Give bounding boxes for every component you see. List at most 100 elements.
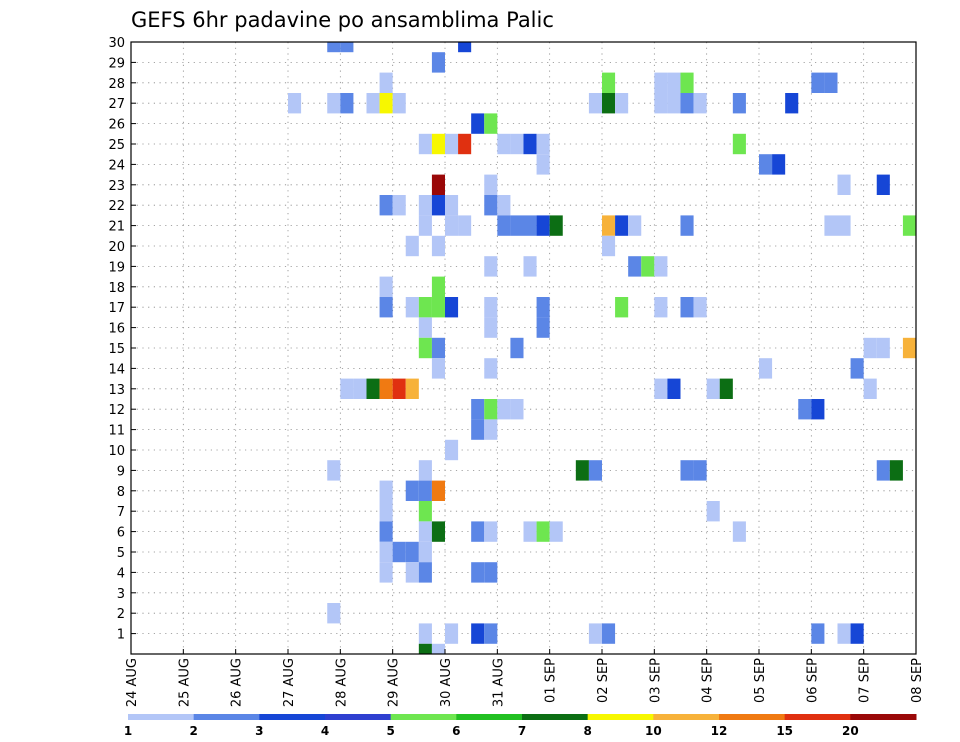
heatmap-cell: [602, 215, 616, 236]
heatmap-cell: [667, 93, 681, 114]
colorbar-segment: [325, 714, 392, 720]
y-tick-label: 24: [108, 158, 125, 173]
x-tick-label: 08 SEP: [910, 658, 925, 703]
y-tick-label: 29: [108, 56, 125, 71]
heatmap-cell: [484, 419, 498, 440]
y-tick-label: 17: [108, 301, 125, 316]
heatmap-cell: [418, 297, 432, 318]
heatmap-cell: [471, 419, 485, 440]
heatmap-cell: [445, 215, 459, 236]
heatmap-cell: [431, 133, 445, 155]
y-tick-label: 9: [117, 464, 125, 479]
heatmap-cell: [680, 297, 694, 318]
heatmap-cell: [445, 195, 459, 216]
heatmap-cell: [431, 52, 445, 73]
heatmap-cell: [536, 317, 550, 338]
heatmap-cell: [405, 541, 419, 563]
heatmap-cell: [431, 480, 445, 501]
heatmap-cell: [445, 623, 459, 644]
colorbar-label: 10: [645, 724, 662, 738]
heatmap-cell: [588, 623, 602, 644]
heatmap-cell: [615, 215, 629, 236]
heatmap-cell: [379, 195, 393, 216]
heatmap-cell: [889, 460, 903, 481]
heatmap-cell: [680, 215, 694, 236]
heatmap-cell: [418, 541, 432, 563]
heatmap-cell: [484, 562, 498, 583]
heatmap-cell: [458, 215, 472, 236]
colorbar-segment: [390, 714, 457, 720]
heatmap-cell: [484, 256, 498, 277]
heatmap-cell: [693, 297, 707, 318]
heatmap-cell: [379, 276, 393, 297]
heatmap-cell: [876, 174, 890, 195]
y-tick-label: 12: [108, 403, 125, 418]
heatmap-cell: [418, 501, 432, 522]
colorbar-label: 6: [452, 724, 460, 738]
heatmap-cell: [628, 215, 642, 236]
colorbar-segment: [784, 714, 851, 720]
y-tick-label: 8: [117, 485, 125, 500]
x-tick-label: 29 AUG: [387, 658, 402, 707]
colorbar-label: 12: [711, 724, 728, 738]
heatmap-cell: [628, 256, 642, 277]
heatmap-cell: [536, 133, 550, 155]
heatmap-cell: [759, 154, 773, 175]
heatmap-cell: [392, 541, 406, 563]
heatmap-cell: [405, 235, 419, 257]
heatmap-cell: [418, 480, 432, 501]
heatmap-cell: [379, 297, 393, 318]
colorbar-segment: [587, 714, 654, 720]
heatmap-cell: [418, 562, 432, 583]
x-axis: 24 AUG 25 AUG 26 AUG 27 AUG 28 AUG 29 AUG 30 A…: [125, 649, 925, 707]
x-tick-label: 02 SEP: [596, 658, 611, 703]
colorbar-segment: [719, 714, 786, 720]
heatmap-cell: [772, 154, 786, 175]
heatmap-cell: [418, 623, 432, 644]
x-tick-label: 01 SEP: [544, 658, 559, 703]
colorbar-segment: [128, 714, 195, 720]
heatmap-cell: [549, 215, 563, 236]
heatmap-cell: [549, 521, 563, 542]
y-tick-label: 6: [117, 526, 125, 541]
colorbar-label: 20: [842, 724, 859, 738]
heatmap-cell: [379, 93, 393, 114]
y-tick-label: 30: [108, 36, 125, 51]
heatmap-cell: [445, 133, 459, 155]
y-tick-label: 26: [108, 118, 125, 133]
heatmap-cell: [379, 378, 393, 399]
heatmap-cell: [471, 113, 485, 134]
heatmap-cell: [693, 93, 707, 114]
heatmap-cell: [392, 378, 406, 399]
heatmap-cell: [484, 297, 498, 318]
x-tick-label: 28 AUG: [334, 658, 349, 707]
heatmap-cell: [837, 174, 851, 195]
heatmap-cell: [785, 93, 799, 114]
y-tick-label: 13: [108, 383, 125, 398]
heatmap-cell: [484, 358, 498, 379]
heatmap-cell: [431, 521, 445, 542]
colorbar-label: 7: [518, 724, 526, 738]
x-tick-label: 26 AUG: [230, 658, 245, 707]
chart-title: GEFS 6hr padavine po ansamblima Palic: [131, 8, 554, 32]
heatmap-cell: [706, 378, 720, 399]
heatmap-cell: [837, 623, 851, 644]
y-axis: 1234567891011121314151617181920212223242…: [108, 36, 136, 643]
heatmap-cell: [536, 215, 550, 236]
colorbar-segment: [653, 714, 720, 720]
y-tick-label: 11: [108, 424, 125, 439]
y-tick-label: 4: [117, 566, 125, 581]
colorbar-segment: [850, 714, 917, 720]
heatmap-cell: [798, 399, 812, 420]
heatmap-cell: [431, 337, 445, 359]
x-tick-label: 24 AUG: [125, 658, 140, 707]
heatmap-cell: [602, 72, 616, 93]
heatmap-cell: [497, 195, 511, 216]
x-tick-label: 30 AUG: [439, 658, 454, 707]
heatmap-cell: [523, 215, 537, 236]
heatmap-cell: [602, 623, 616, 644]
heatmap-cell: [615, 93, 629, 114]
heatmap-cell: [536, 154, 550, 175]
heatmap-cell: [484, 195, 498, 216]
